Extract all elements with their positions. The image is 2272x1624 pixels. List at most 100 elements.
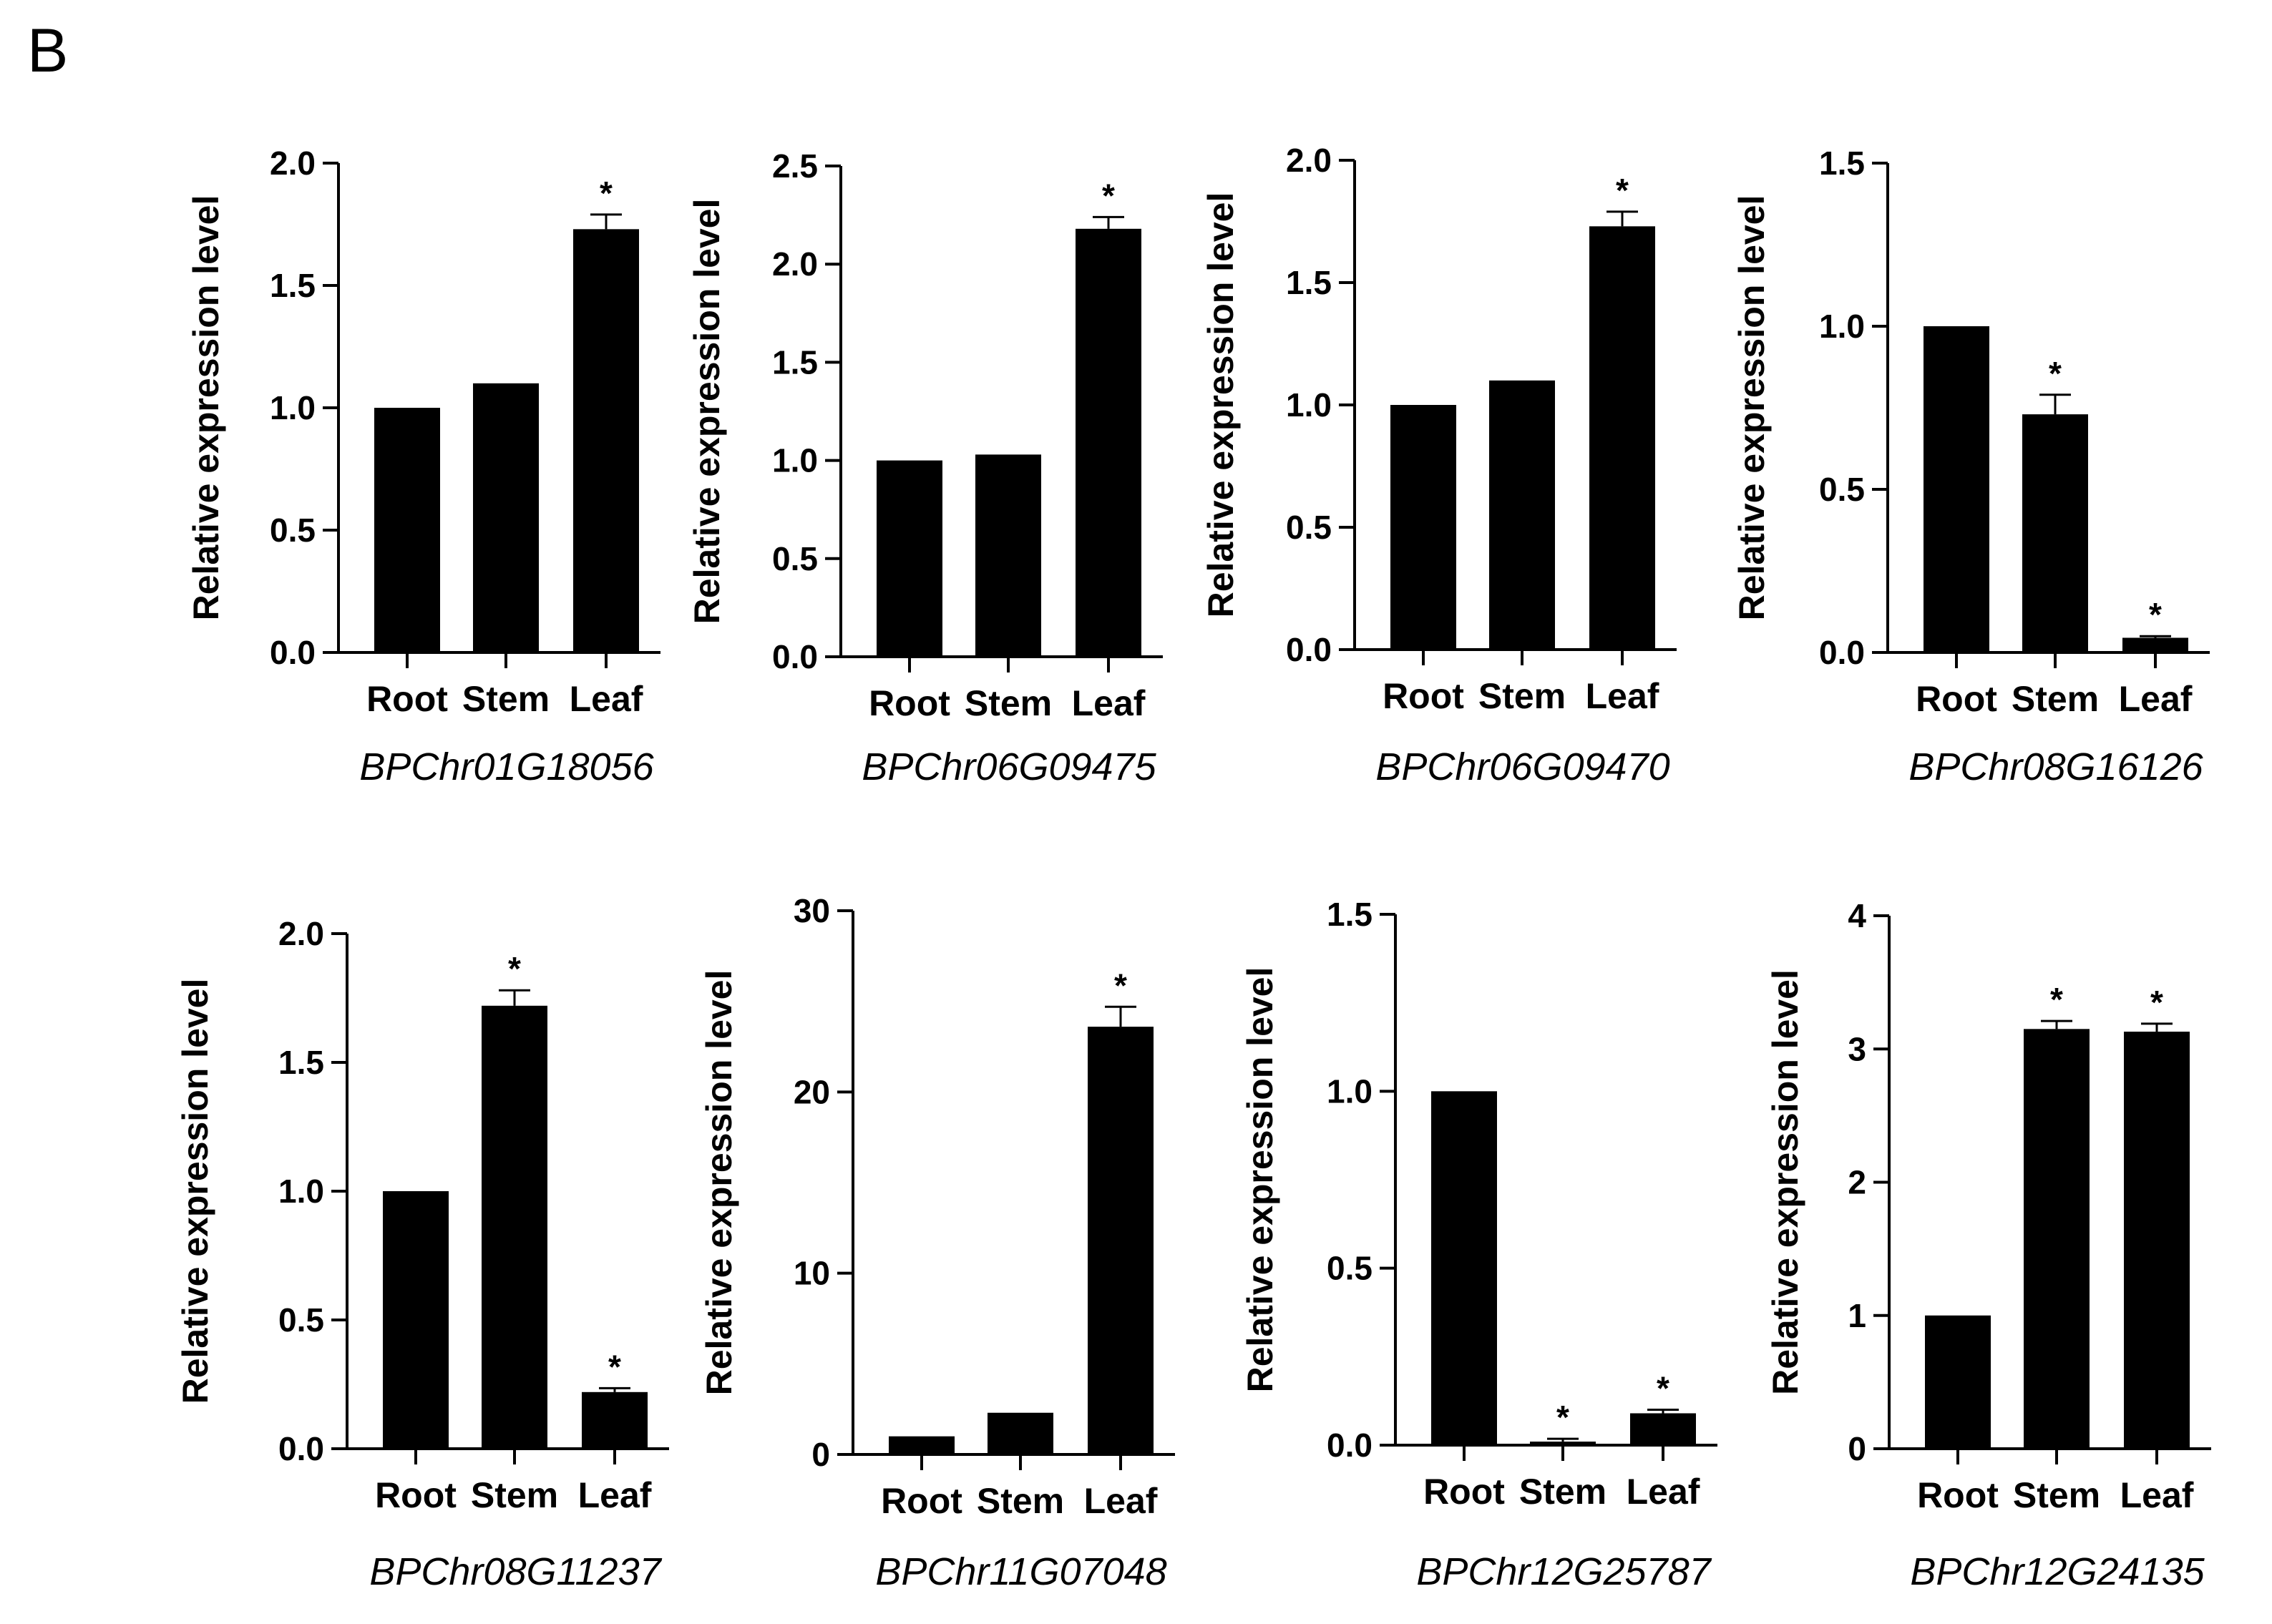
category-label: Root: [375, 1475, 457, 1515]
bar-stem: [2022, 414, 2088, 652]
y-axis-label: Relative expression level: [186, 195, 226, 621]
bar-leaf: [1088, 1027, 1154, 1454]
category-label: Leaf: [2120, 1475, 2194, 1515]
y-tick-label: 1.5: [772, 343, 818, 381]
y-tick-label: 4: [1848, 897, 1866, 934]
y-tick-label: 0.5: [772, 540, 818, 577]
y-tick-label: 1.0: [772, 442, 818, 479]
y-tick-label: 0: [1848, 1430, 1866, 1467]
gene-title: BPChr12G25787: [1416, 1550, 1712, 1593]
y-axis-label: Relative expression level: [1732, 195, 1772, 621]
category-label: Stem: [977, 1481, 1064, 1521]
gene-title: BPChr06G09470: [1375, 745, 1669, 788]
y-tick-label: 0.5: [1819, 471, 1865, 508]
gene-title: BPChr01G18056: [359, 745, 654, 788]
significance-star: *: [1556, 1399, 1569, 1436]
y-tick-label: 2.0: [1286, 142, 1332, 179]
bar-root: [889, 1436, 955, 1454]
y-tick-label: 10: [794, 1255, 830, 1292]
significance-star: *: [608, 1348, 621, 1385]
y-axis-label: Relative expression level: [175, 979, 215, 1404]
bar-leaf: [582, 1391, 648, 1449]
category-label: Leaf: [1072, 683, 1146, 723]
bar-leaf: [1630, 1413, 1696, 1445]
gene-title: BPChr08G16126: [1908, 745, 2203, 788]
category-label: Stem: [965, 683, 1052, 723]
y-tick-label: 0.0: [1327, 1427, 1373, 1464]
bar-stem: [988, 1412, 1053, 1454]
bar-root: [1390, 405, 1456, 650]
bar-root: [383, 1191, 449, 1449]
category-label: Leaf: [1627, 1472, 1700, 1512]
y-tick-label: 0.0: [1286, 631, 1332, 668]
bar-leaf: [1076, 228, 1141, 657]
y-tick-label: 20: [794, 1073, 830, 1110]
category-label: Stem: [1478, 676, 1566, 716]
bar-root: [1925, 1315, 1991, 1449]
y-axis-label: Relative expression level: [687, 199, 727, 625]
category-label: Stem: [1519, 1472, 1607, 1512]
chart-2: 0.0 0.5 1.0 1.5 2.0 2.5 Relative expression le…: [687, 147, 1163, 788]
significance-star: *: [600, 175, 613, 212]
y-tick-label: 2.0: [270, 145, 316, 182]
category-label: Root: [1916, 679, 1997, 719]
chart-4: 0.0 0.5 1.0 1.5 Relative expression level Roo…: [1732, 145, 2210, 788]
chart-6: 0 10 20 30 Relative expression level Root Stem…: [699, 892, 1175, 1593]
y-axis-label: Relative expression level: [1201, 192, 1241, 618]
y-tick-label: 1.5: [1819, 145, 1865, 182]
category-label: Leaf: [1586, 676, 1659, 716]
y-tick-label: 0.0: [278, 1430, 324, 1467]
y-tick-label: 2.0: [772, 245, 818, 283]
chart-3: 0.0 0.5 1.0 1.5 2.0 Relative expression level…: [1201, 142, 1677, 788]
category-label: Root: [1917, 1475, 1999, 1515]
y-tick-label: 2: [1848, 1164, 1866, 1201]
y-tick-label: 0.5: [278, 1301, 324, 1339]
chart-7: 0.0 0.5 1.0 1.5 Relative expression level Roo…: [1240, 896, 1717, 1593]
y-tick-label: 1.5: [270, 267, 316, 304]
category-label: Stem: [462, 679, 550, 719]
category-label: Root: [1383, 676, 1464, 716]
y-tick-label: 3: [1848, 1030, 1866, 1067]
panel-label: B: [27, 16, 69, 85]
y-tick-label: 1.0: [1819, 308, 1865, 345]
significance-star: *: [1114, 967, 1127, 1004]
bar-leaf: [2122, 637, 2188, 652]
chart-8: 0 1 2 3 4 Relative expression level Root * Stem *…: [1765, 897, 2211, 1593]
y-axis-label: Relative expression level: [1765, 969, 1805, 1395]
bar-leaf: [573, 229, 639, 653]
significance-star: *: [1102, 177, 1115, 214]
category-label: Leaf: [2119, 679, 2193, 719]
category-label: Leaf: [1084, 1481, 1158, 1521]
y-axis-label: Relative expression level: [699, 970, 739, 1396]
chart-5: 0.0 0.5 1.0 1.5 2.0 Relative expression level…: [175, 915, 669, 1593]
y-tick-label: 30: [794, 892, 830, 929]
bar-stem: [1489, 380, 1555, 650]
bar-root: [1431, 1091, 1497, 1445]
y-tick-label: 1.0: [1286, 386, 1332, 424]
y-tick-label: 1.0: [278, 1173, 324, 1210]
gene-title: BPChr12G24135: [1910, 1550, 2205, 1593]
bar-stem: [1530, 1442, 1596, 1445]
category-label: Root: [869, 683, 950, 723]
y-tick-label: 1.5: [1327, 896, 1373, 933]
significance-star: *: [1657, 1370, 1669, 1407]
y-tick-label: 0.0: [772, 638, 818, 675]
significance-star: *: [1616, 172, 1629, 209]
y-tick-label: 0.0: [1819, 634, 1865, 671]
bar-stem: [2024, 1029, 2090, 1449]
category-label: Stem: [2013, 1475, 2100, 1515]
gene-title: BPChr11G07048: [875, 1550, 1166, 1593]
y-tick-label: 1.0: [270, 389, 316, 426]
significance-star: *: [2150, 984, 2163, 1021]
significance-star: *: [508, 950, 521, 987]
y-tick-label: 1.5: [1286, 264, 1332, 301]
y-tick-label: 1: [1848, 1297, 1866, 1334]
category-label: Stem: [2012, 679, 2099, 719]
category-label: Root: [1423, 1472, 1505, 1512]
y-tick-label: 1.0: [1327, 1072, 1373, 1110]
y-tick-label: 0.5: [1286, 509, 1332, 546]
bar-stem: [482, 1005, 547, 1449]
category-label: Leaf: [578, 1475, 652, 1515]
bar-root: [877, 460, 942, 657]
